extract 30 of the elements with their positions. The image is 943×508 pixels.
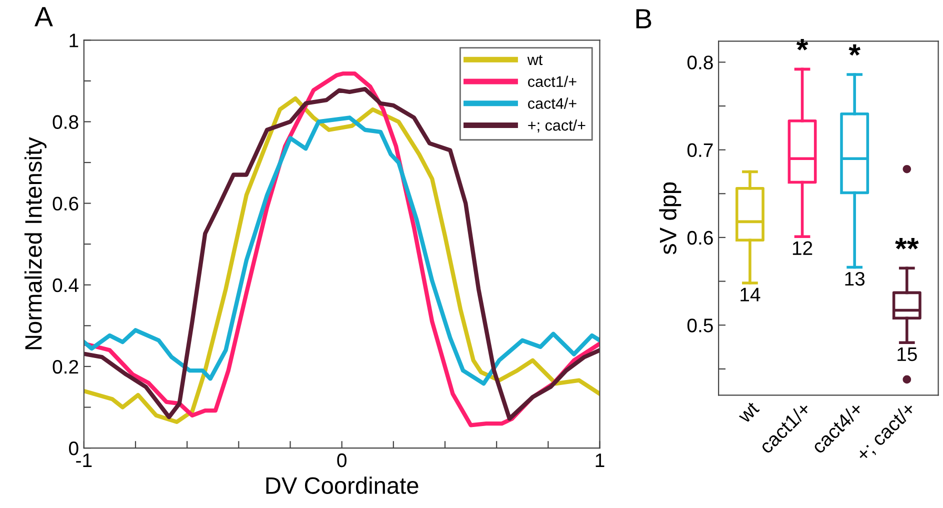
y-tick-label: 1 (70, 34, 78, 48)
annotation: * (796, 39, 808, 50)
x-tick-label: wt (737, 401, 760, 424)
x-tick-label: -1 (76, 454, 92, 468)
y-axis-title: sV dpp (659, 182, 682, 254)
y-tick-label: 0.6 (52, 196, 78, 211)
y-tick-label: 0.8 (52, 115, 78, 129)
x-tick-label: 0 (337, 453, 346, 468)
annotation: 12 (792, 241, 812, 255)
y-tick-label: 0.2 (52, 360, 78, 374)
line-series (84, 116, 600, 386)
annotation: 13 (845, 272, 865, 286)
annotation: ** (895, 238, 919, 250)
x-axis-title: DV Coordinate (266, 476, 418, 494)
y-tick-label: 0.7 (687, 143, 713, 158)
y-tick-label: 0.5 (687, 318, 713, 332)
legend-label: +; cact/+ (528, 120, 586, 133)
annotation: 15 (898, 348, 917, 362)
y-tick-label: 0.6 (687, 230, 713, 245)
legend-label: cact1/+ (528, 76, 576, 87)
y-tick-label: 0.8 (687, 56, 713, 70)
y-tick-label: 0.4 (52, 278, 78, 292)
chart-title: A (34, 7, 53, 26)
x-tick-label: 1 (596, 454, 604, 468)
y-axis-title: Normalized Intensity (24, 137, 46, 350)
annotation: 14 (740, 288, 760, 302)
chart-title: B (636, 9, 652, 28)
annotation: * (848, 44, 860, 56)
legend-label: wt (527, 55, 543, 66)
legend-label: cact4/+ (528, 98, 576, 109)
